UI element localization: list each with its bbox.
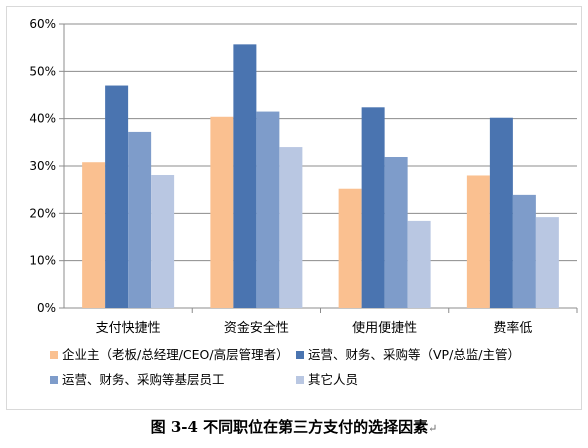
figure-caption: 图 3-4 不同职位在第三方支付的选择因素↵: [0, 416, 588, 437]
bar: [535, 217, 559, 308]
legend-label: 其它人员: [308, 372, 358, 387]
category-label: 资金安全性: [224, 320, 289, 336]
category-label: 费率低: [493, 320, 532, 336]
bar: [338, 188, 362, 308]
chart-frame: 0% 10% 20% 30% 40% 50% 60% 支付快捷性 资金安全性 使用便捷性 费率低企业…: [6, 6, 582, 410]
legend-swatch: [296, 376, 304, 384]
bar: [82, 162, 106, 308]
bar: [256, 111, 280, 308]
y-tick-label: 60%: [29, 17, 56, 31]
bar-chart: 0% 10% 20% 30% 40% 50% 60% 支付快捷性 资金安全性 使用便捷性 费率低企业…: [29, 17, 578, 387]
legend-swatch: [296, 351, 304, 359]
bar: [384, 157, 408, 308]
category-label: 支付快捷性: [96, 321, 161, 336]
bar: [128, 131, 152, 308]
bar: [361, 107, 385, 308]
y-tick-label: 40%: [29, 112, 56, 126]
legend-swatch: [50, 376, 58, 384]
bar: [466, 175, 490, 308]
y-tick-label: 30%: [29, 159, 56, 173]
legend-label: 运营、财务、采购等（VP/总监/主管）: [308, 347, 520, 362]
y-tick-label: 10%: [29, 254, 56, 268]
y-tick-label: 20%: [29, 206, 56, 220]
legend-label: 运营、财务、采购等基层员工: [62, 372, 225, 387]
bar: [512, 194, 536, 308]
y-tick-label: 0%: [37, 301, 56, 315]
bar: [279, 147, 303, 308]
bar: [233, 44, 257, 308]
bar: [210, 116, 234, 308]
legend-label: 企业主（老板/总经理/CEO/高层管理者）: [62, 347, 289, 362]
figure-caption-text: 图 3-4 不同职位在第三方支付的选择因素: [150, 418, 429, 436]
paragraph-return-mark: ↵: [428, 422, 438, 435]
category-label: 使用便捷性: [352, 320, 417, 336]
y-tick-label: 50%: [29, 64, 56, 78]
legend-swatch: [50, 351, 58, 359]
bar: [151, 174, 175, 308]
bar: [105, 85, 129, 309]
bar: [407, 220, 431, 308]
bar: [489, 117, 513, 308]
